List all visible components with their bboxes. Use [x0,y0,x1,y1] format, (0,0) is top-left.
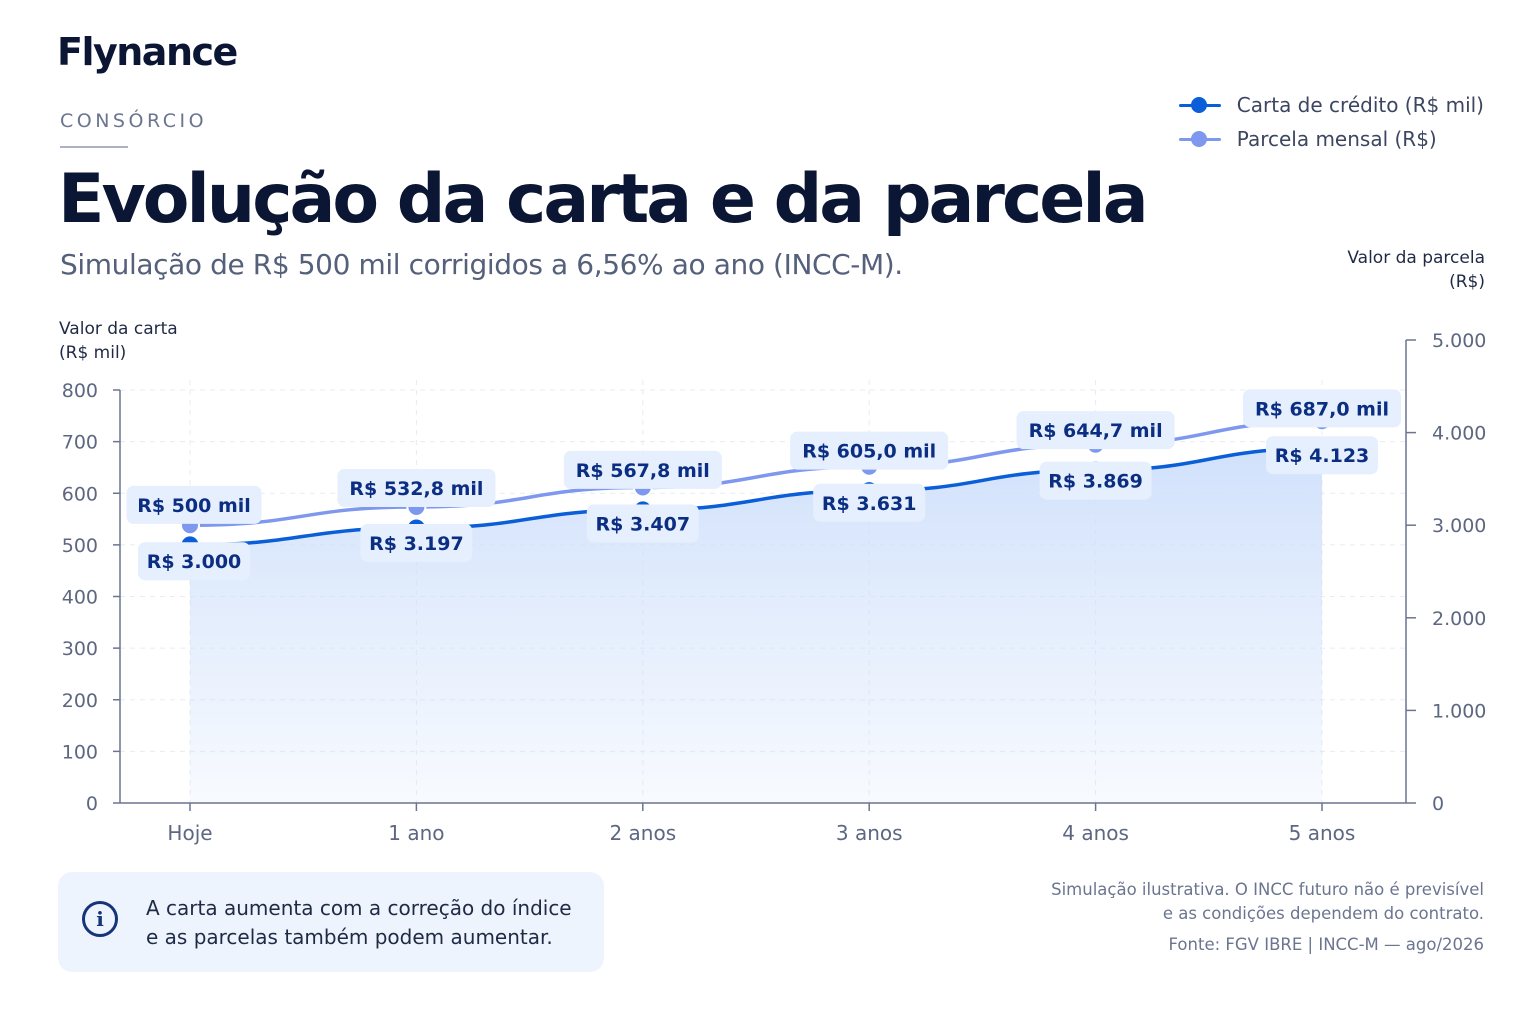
eyebrow-label: CONSÓRCIO [60,110,208,132]
footnote: Simulação ilustrativa. O INCC futuro não… [964,878,1484,926]
source-note: Fonte: FGV IBRE | INCC-M — ago/2026 [1168,935,1484,954]
y-right-tick-label: 3.000 [1432,515,1486,537]
parcela-data-label: R$ 3.407 [596,514,691,536]
parcela-data-label: R$ 3.000 [147,551,242,573]
legend-label-parcela: Parcela mensal (R$) [1236,127,1437,151]
page-title: Evolução da carta e da parcela [58,160,1149,239]
parcela-data-label-bg [1039,461,1152,500]
y-right-tick-label: 1.000 [1432,700,1486,722]
chart-legend: Carta de crédito (R$ mil) Parcela mensal… [1178,88,1484,156]
carta-data-label-bg [790,431,949,470]
parcela-data-label-bg [813,483,926,522]
carta-data-label: R$ 532,8 mil [349,478,483,500]
x-tick-label: 2 anos [609,821,676,845]
carta-data-label: R$ 605,0 mil [802,441,936,463]
y-left-tick-label: 600 [62,483,98,505]
y-right-axis-title-line-1: Valor da parcela [1347,248,1485,268]
carta-data-label-bg [337,468,496,507]
parcela-data-label: R$ 4.123 [1275,445,1370,467]
info-icon: i [82,901,118,937]
y-right-tick-label: 5.000 [1432,330,1486,352]
carta-data-label: R$ 644,7 mil [1029,420,1163,442]
y-left-tick-label: 0 [86,793,98,815]
y-right-tick-label: 4.000 [1432,423,1486,445]
x-tick-label: Hoje [167,821,212,845]
x-tick-label: 5 anos [1289,821,1356,845]
parcela-data-label-bg [1266,436,1378,475]
info-text-line-1: A carta aumenta com a correção do índice [146,896,572,920]
y-left-tick-label: 800 [62,380,98,402]
brand-logo: Flynance [57,30,238,74]
y-left-tick-label: 100 [62,741,98,763]
carta-data-label: R$ 567,8 mil [576,460,710,482]
carta-data-label-bg [1016,411,1175,450]
info-text-line-2: e as parcelas também podem aumentar. [146,925,553,949]
carta-data-label-bg [126,485,262,524]
footnote-line-1: Simulação ilustrativa. O INCC futuro não… [1051,880,1484,899]
x-tick-label: 3 anos [836,821,903,845]
legend-item-parcela: Parcela mensal (R$) [1178,122,1484,156]
legend-swatch-parcela [1178,129,1221,149]
y-left-tick-label: 200 [62,690,98,712]
parcela-data-label: R$ 3.869 [1048,471,1143,493]
y-left-tick-label: 500 [62,535,98,557]
parcela-data-label-bg [138,542,250,581]
x-tick-label: 4 anos [1062,821,1129,845]
y-right-tick-label: 2.000 [1432,608,1486,630]
legend-label-carta: Carta de crédito (R$ mil) [1236,93,1484,117]
footnote-line-2: e as condições dependem do contrato. [1162,904,1484,923]
y-left-tick-label: 400 [62,587,98,609]
y-right-tick-label: 0 [1432,793,1444,815]
parcela-data-label-bg [360,523,473,562]
info-callout: i A carta aumenta com a correção do índi… [58,872,604,972]
eyebrow-divider [60,146,128,148]
y-left-axis-title-line-1: Valor da carta [59,319,178,339]
parcela-data-label: R$ 3.197 [369,533,464,555]
carta-data-label-bg [1243,389,1401,428]
carta-data-label: R$ 500 mil [137,495,251,517]
y-left-axis-title-line-2: (R$ mil) [59,343,126,363]
info-text: A carta aumenta com a correção do índice… [146,894,596,952]
carta-area-fill [190,448,1322,803]
y-left-tick-label: 700 [62,432,98,454]
legend-item-carta: Carta de crédito (R$ mil) [1178,88,1484,122]
legend-swatch-carta [1178,95,1221,115]
page-subtitle: Simulação de R$ 500 mil corrigidos a 6,5… [60,248,903,281]
y-right-axis-title-line-2: (R$) [1449,272,1485,292]
x-tick-label: 1 ano [388,821,444,845]
y-left-tick-label: 300 [62,638,98,660]
parcela-data-label: R$ 3.631 [822,493,917,515]
carta-data-label-bg [563,450,722,489]
parcela-data-label-bg [586,504,699,543]
carta-data-label: R$ 687,0 mil [1255,398,1389,420]
